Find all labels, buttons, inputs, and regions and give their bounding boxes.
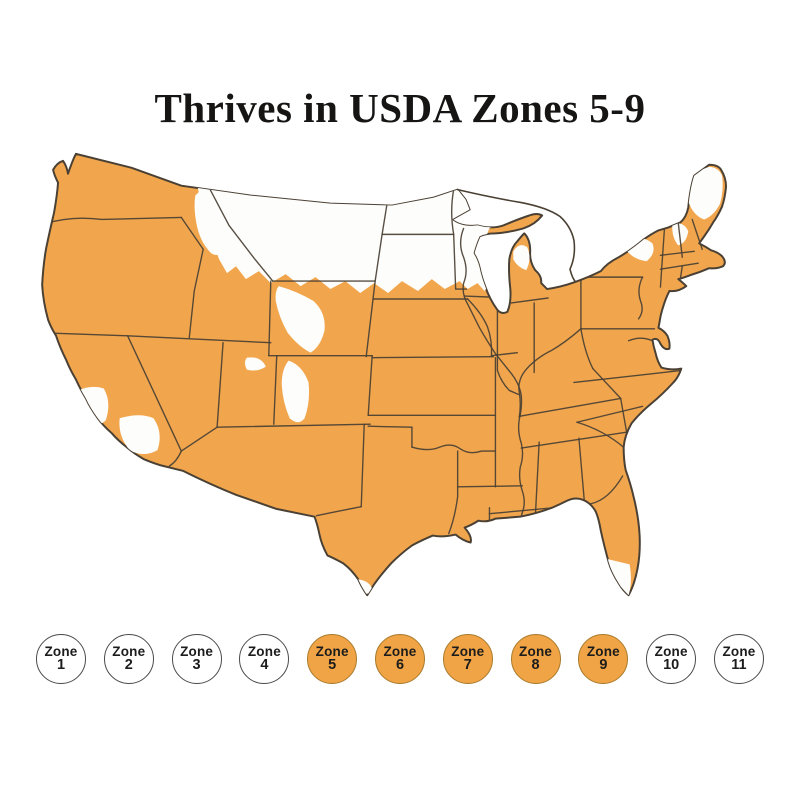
zone-number: 3 bbox=[192, 657, 201, 674]
zone-word: Zone bbox=[315, 643, 349, 659]
zone-word: Zone bbox=[247, 643, 281, 659]
zone-number: 7 bbox=[463, 657, 472, 674]
us-map-svg bbox=[41, 152, 728, 597]
zone-number: 10 bbox=[663, 657, 680, 674]
zone-word: Zone bbox=[180, 643, 214, 659]
zone-word: Zone bbox=[722, 643, 756, 659]
zone-circle-1: Zone 1 bbox=[36, 634, 86, 684]
zone-circle-10: Zone 10 bbox=[646, 634, 697, 684]
zone-circle-3: Zone 3 bbox=[171, 634, 222, 684]
zone-circle-8: Zone 8 bbox=[510, 634, 561, 684]
zone-number: 4 bbox=[260, 657, 269, 674]
zone-number: 5 bbox=[328, 657, 337, 674]
zone-circle-11: Zone 11 bbox=[713, 634, 764, 684]
zone-number: 1 bbox=[56, 657, 66, 674]
state-borders bbox=[42, 186, 703, 535]
zone-word: Zone bbox=[44, 643, 78, 659]
zone-word: Zone bbox=[451, 643, 485, 659]
zone-number: 9 bbox=[599, 657, 608, 674]
us-landmass bbox=[41, 152, 728, 597]
us-map bbox=[30, 132, 770, 629]
zone-number: 6 bbox=[395, 657, 405, 674]
great-lakes-border-line bbox=[456, 188, 576, 282]
zone-circle-2: Zone 2 bbox=[103, 634, 154, 684]
zone-word: Zone bbox=[654, 643, 688, 659]
zone-word: Zone bbox=[519, 643, 553, 659]
zone-number: 8 bbox=[531, 657, 540, 674]
zone-circle-4: Zone 4 bbox=[239, 634, 290, 684]
zone-number: 11 bbox=[731, 657, 747, 674]
zone-word: Zone bbox=[383, 643, 417, 659]
zone-circle-9: Zone 9 bbox=[578, 634, 629, 684]
zone-word: Zone bbox=[112, 643, 146, 659]
zone-circle-6: Zone 6 bbox=[374, 634, 425, 684]
zone-circle-7: Zone 7 bbox=[442, 634, 493, 684]
zone-circle-5: Zone 5 bbox=[307, 634, 358, 684]
zone-number: 2 bbox=[124, 657, 133, 674]
zone-legend: Zone 1 Zone 2 Zone 3 Zone 4 Zone 5 Zone … bbox=[36, 631, 764, 687]
zone-word: Zone bbox=[586, 643, 620, 659]
page-title: Thrives in USDA Zones 5-9 bbox=[154, 85, 646, 131]
